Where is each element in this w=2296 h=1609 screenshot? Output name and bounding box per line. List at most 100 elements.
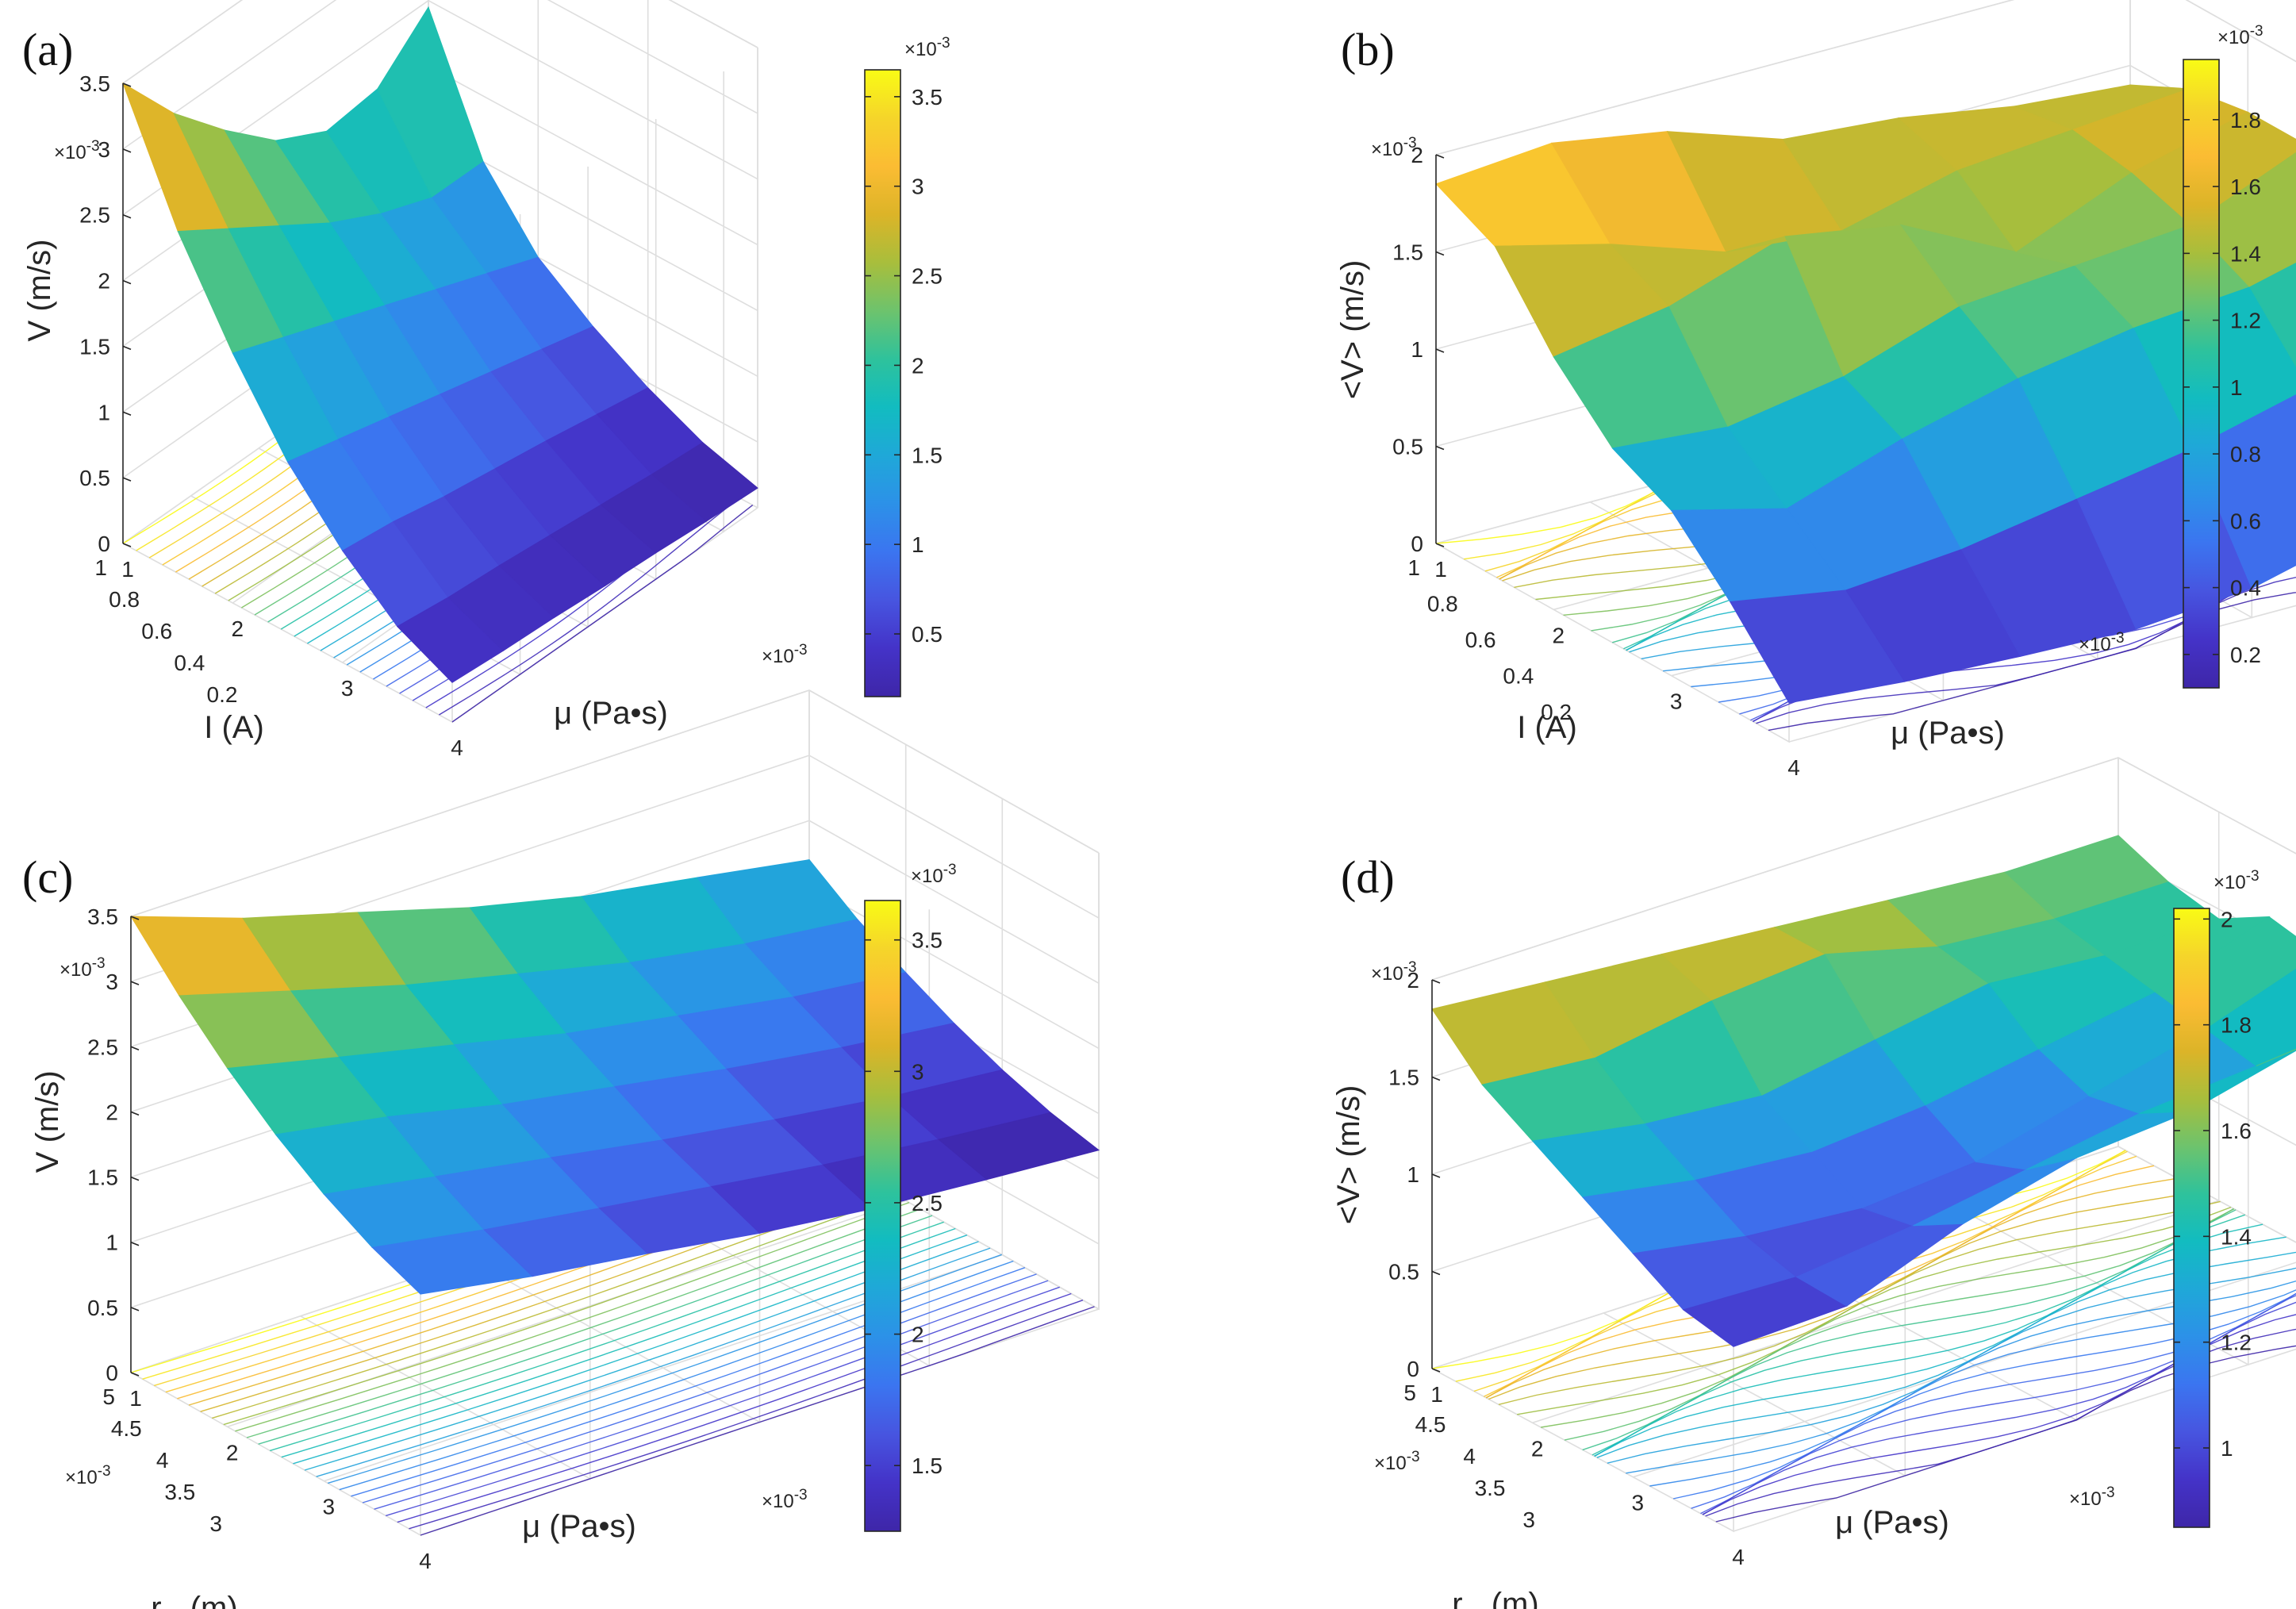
y-axis-label-sub: m [1463, 1603, 1483, 1609]
y-axis-label-unit: (m) [1483, 1587, 1539, 1609]
contour-line [397, 1292, 1072, 1523]
z-axis-label: <V> (m/s) [1331, 1085, 1366, 1225]
z-tick-label: 1.5 [87, 1165, 118, 1190]
y-tick-label: 3.5 [1475, 1476, 1506, 1500]
z-tick-mark [122, 411, 132, 417]
z-tick-mark [122, 83, 132, 87]
y-tick-label: 0.8 [109, 587, 140, 612]
z-tick-mark [1431, 1368, 1441, 1373]
colorbar-exponent-power: -3 [943, 862, 957, 878]
colorbar-frame [864, 69, 901, 697]
x-axis-label: μ (Pa•s) [1891, 716, 2005, 751]
x-tick-label: 2 [226, 1440, 239, 1465]
contour-line [1626, 1280, 2296, 1474]
x-tick-label: 1 [129, 1386, 142, 1411]
contour-line [1702, 1301, 2296, 1515]
z-exponent-power: -3 [92, 955, 106, 972]
contour-line [223, 1195, 898, 1426]
contour-line [246, 1208, 921, 1438]
colorbar-exponent-base: ×10 [904, 39, 937, 60]
colorbar-exponent-power: -3 [2246, 868, 2260, 885]
surface-patch [2256, 1048, 2296, 1066]
contour-line [1649, 1289, 2296, 1487]
z-tick-label: 0 [98, 532, 110, 556]
colorbar-fill [865, 70, 900, 697]
colorbar: 1.5 2 2.5 3 3.5 [864, 900, 943, 1532]
colorbar-exponent: ×10-3 [2217, 23, 2263, 48]
contour-line [1768, 592, 2296, 732]
x-exponent-power: -3 [794, 642, 808, 659]
x-tick-label: 2 [1553, 623, 1565, 647]
z-tick-label: 3.5 [87, 904, 118, 929]
z-tick-mark [130, 1046, 140, 1051]
x-tick-label: 1 [1434, 557, 1447, 582]
x-tick-label: 4 [419, 1549, 432, 1573]
z-tick-label: 1 [1411, 337, 1423, 362]
y-axis-label-unit: (m) [182, 1591, 238, 1609]
x-exponent: ×10-3 [762, 1487, 808, 1512]
axes: 0 0.5 1 1.5 2 2.5 3 3.5 1 2 3 4 3 3.5 4 4.5 5 V (m/s) rm (… [30, 862, 957, 1609]
panel-b: 0 0.5 1 1.5 2 1 2 3 4 0.2 0.4 0.6 0.8 1 <V> (m/s) I (A)… [1335, 0, 2296, 780]
z-tick-mark [1435, 251, 1445, 256]
contour-line [1591, 1214, 2246, 1456]
z-exponent: ×10-3 [1371, 135, 1417, 160]
colorbar-tick-label: 2.5 [912, 1191, 943, 1215]
z-tick-label: 0 [106, 1361, 118, 1385]
x-exponent: ×10-3 [2069, 1484, 2115, 1510]
panel-c: 0 0.5 1 1.5 2 2.5 3 3.5 1 2 3 4 3 3.5 4 4.5 5 V (m/s) rm (… [22, 689, 1100, 1609]
y-tick-label: 4 [1463, 1444, 1476, 1469]
contour-line [1672, 1292, 2296, 1500]
axes: 0 0.5 1 1.5 2 1 2 3 4 3 3.5 4 4.5 5 <V> (m/s) rm (m) μ (… [1331, 868, 2260, 1609]
x-tick-label: 4 [1732, 1545, 1745, 1569]
surface-patch [2139, 1048, 2296, 1114]
colorbar-tick-label: 2 [912, 353, 924, 378]
surface [1435, 84, 2296, 704]
z-tick-mark [130, 1372, 140, 1377]
y-tick-label: 0.6 [141, 619, 172, 643]
panel-label: (a) [22, 24, 73, 75]
z-exponent-power: -3 [1403, 959, 1417, 976]
colorbar-fill [2174, 908, 2210, 1527]
z-tick-mark [1435, 445, 1445, 451]
grid-line [122, 0, 758, 150]
z-tick-label: 1.5 [79, 334, 110, 359]
contour-line [409, 1300, 1084, 1530]
z-tick-label: 2 [106, 1100, 118, 1124]
contour-line [293, 1235, 968, 1465]
z-tick-label: 2 [1407, 968, 1419, 993]
y-tick-label: 0.6 [1465, 628, 1496, 652]
y-exponent-power: -3 [1407, 1449, 1420, 1465]
z-axis-label: V (m/s) [22, 240, 57, 342]
surface [122, 6, 758, 683]
x-exponent-base: ×10 [762, 1491, 794, 1512]
x-exponent-power: -3 [2102, 1484, 2115, 1501]
z-tick-label: 2.5 [79, 203, 110, 228]
contour-line [1594, 1236, 2286, 1457]
z-exponent-power: -3 [86, 138, 100, 155]
contour-line [258, 1215, 933, 1445]
colorbar-tick-label: 1.5 [912, 443, 943, 467]
y-tick-label: 0.2 [207, 682, 238, 707]
z-tick-mark [122, 477, 132, 482]
colorbar-exponent-power: -3 [937, 35, 950, 52]
colorbar-exponent: ×10-3 [904, 35, 950, 60]
x-tick-label: 1 [1430, 1382, 1443, 1407]
y-tick-label: 3 [1522, 1507, 1535, 1532]
y-tick-label: 0.8 [1427, 592, 1458, 616]
colorbar-tick-label: 0.6 [2230, 509, 2261, 533]
y-tick-label: 4.5 [1415, 1412, 1446, 1437]
contour-line [439, 497, 740, 716]
z-tick-label: 0.5 [1392, 435, 1423, 459]
colorbar-tick-label: 1.6 [2230, 175, 2261, 199]
x-axis-label: μ (Pa•s) [554, 696, 668, 731]
contour-line [362, 1273, 1037, 1503]
panel-d: 0 0.5 1 1.5 2 1 2 3 4 3 3.5 4 4.5 5 <V> (m/s) rm (m) μ (… [1331, 757, 2296, 1609]
colorbar-tick-label: 3 [912, 1059, 924, 1084]
x-tick-label: 2 [1531, 1436, 1544, 1461]
z-tick-mark [1431, 1076, 1441, 1081]
z-tick-mark [130, 981, 140, 985]
y-exponent-base: ×10 [65, 1467, 98, 1488]
y-tick-label: 3 [209, 1511, 222, 1536]
z-tick-mark [122, 345, 132, 351]
